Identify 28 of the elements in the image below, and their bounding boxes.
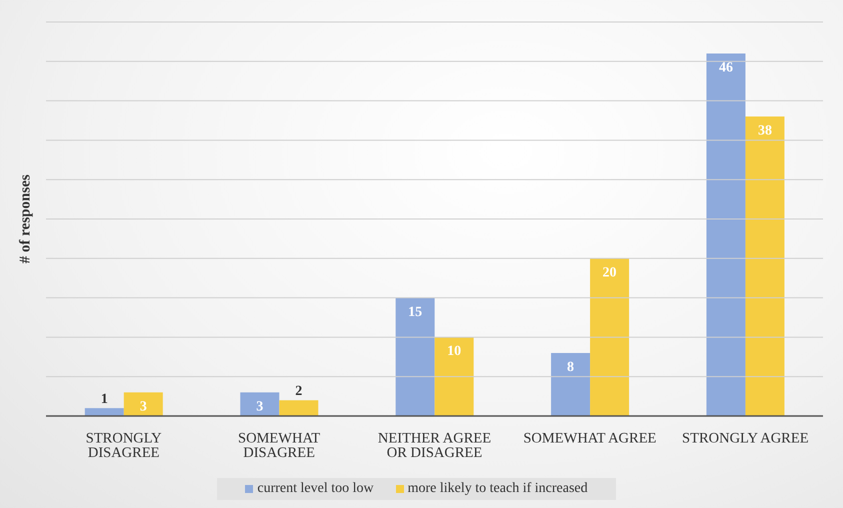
x-tick-label: NEITHER AGREE OR DISAGREE <box>378 430 492 461</box>
bar <box>124 392 163 416</box>
bar <box>590 258 630 416</box>
bar <box>551 352 590 416</box>
legend-label: current level too low <box>256 481 374 497</box>
x-tick-label: STRONGLY DISAGREE <box>86 430 162 461</box>
data-label: 2 <box>295 384 302 400</box>
bar <box>706 54 746 416</box>
y-axis-title: # of responses <box>17 174 34 264</box>
data-label: 3 <box>140 399 147 414</box>
x-tick-label: STRONGLY AGREE <box>682 430 809 446</box>
bar <box>84 408 124 416</box>
data-label: 10 <box>447 344 462 360</box>
data-label: 15 <box>408 304 422 320</box>
data-label: 8 <box>567 360 574 375</box>
data-label: 20 <box>602 265 617 280</box>
bar <box>434 337 474 416</box>
x-tick-label: SOMEWHAT AGREE <box>523 430 657 446</box>
data-label: 3 <box>256 399 264 414</box>
legend-label: more likely to teach if increased <box>406 481 588 497</box>
data-label: 1 <box>100 392 108 408</box>
data-label: 38 <box>758 124 772 139</box>
bar <box>240 392 280 416</box>
data-label: 46 <box>718 60 733 76</box>
bar <box>396 298 435 416</box>
bar <box>745 116 784 416</box>
x-tick-label: SOMEWHAT DISAGREE <box>238 430 320 461</box>
bar <box>279 400 318 416</box>
